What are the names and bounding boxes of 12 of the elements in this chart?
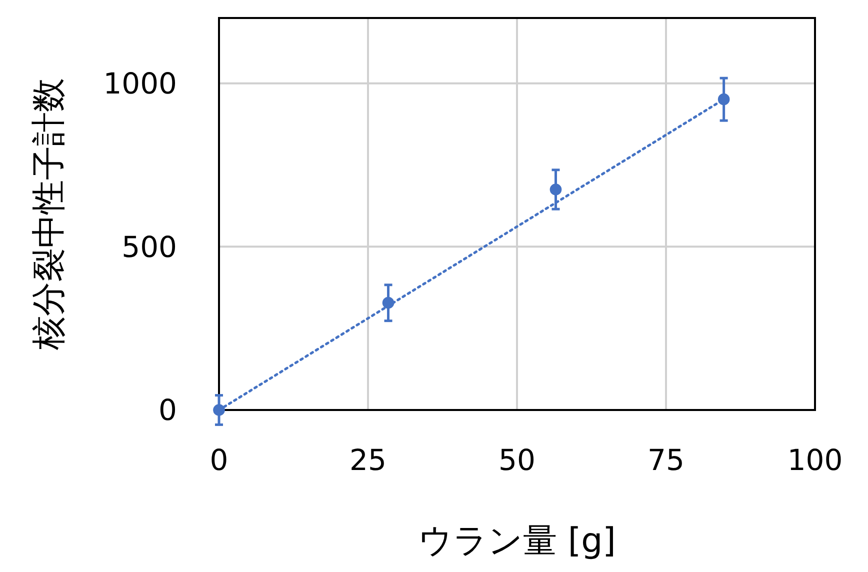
point (718, 93, 730, 106)
x-axis-title: ウラン量 [g] (418, 521, 616, 561)
y-axis-title: 核分裂中性子計数 (29, 78, 69, 351)
x-tick-label: 0 (210, 443, 228, 477)
x-tick-label: 25 (350, 443, 386, 477)
x-tick-label: 100 (787, 443, 843, 477)
point (550, 184, 562, 196)
y-tick-label: 500 (122, 230, 177, 264)
y-tick-label: 0 (158, 393, 177, 428)
y-tick-label: 1000 (103, 66, 177, 100)
x-tick-label: 75 (648, 443, 684, 477)
x-tick-label: 50 (498, 443, 536, 477)
